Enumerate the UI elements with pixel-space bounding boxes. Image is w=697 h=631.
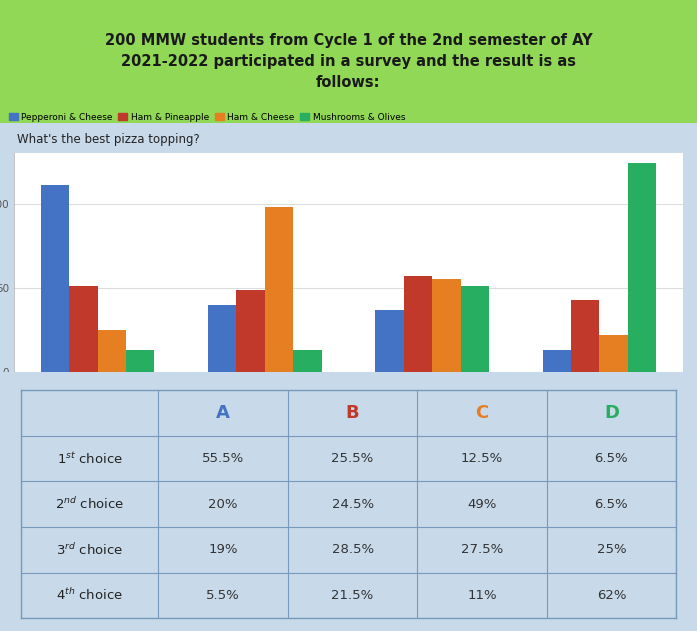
Text: 200 MMW students from Cycle 1 of the 2nd semester of AY
2021-2022 participated i: 200 MMW students from Cycle 1 of the 2nd… (105, 33, 592, 90)
Text: What's the best pizza topping?: What's the best pizza topping? (17, 133, 200, 146)
